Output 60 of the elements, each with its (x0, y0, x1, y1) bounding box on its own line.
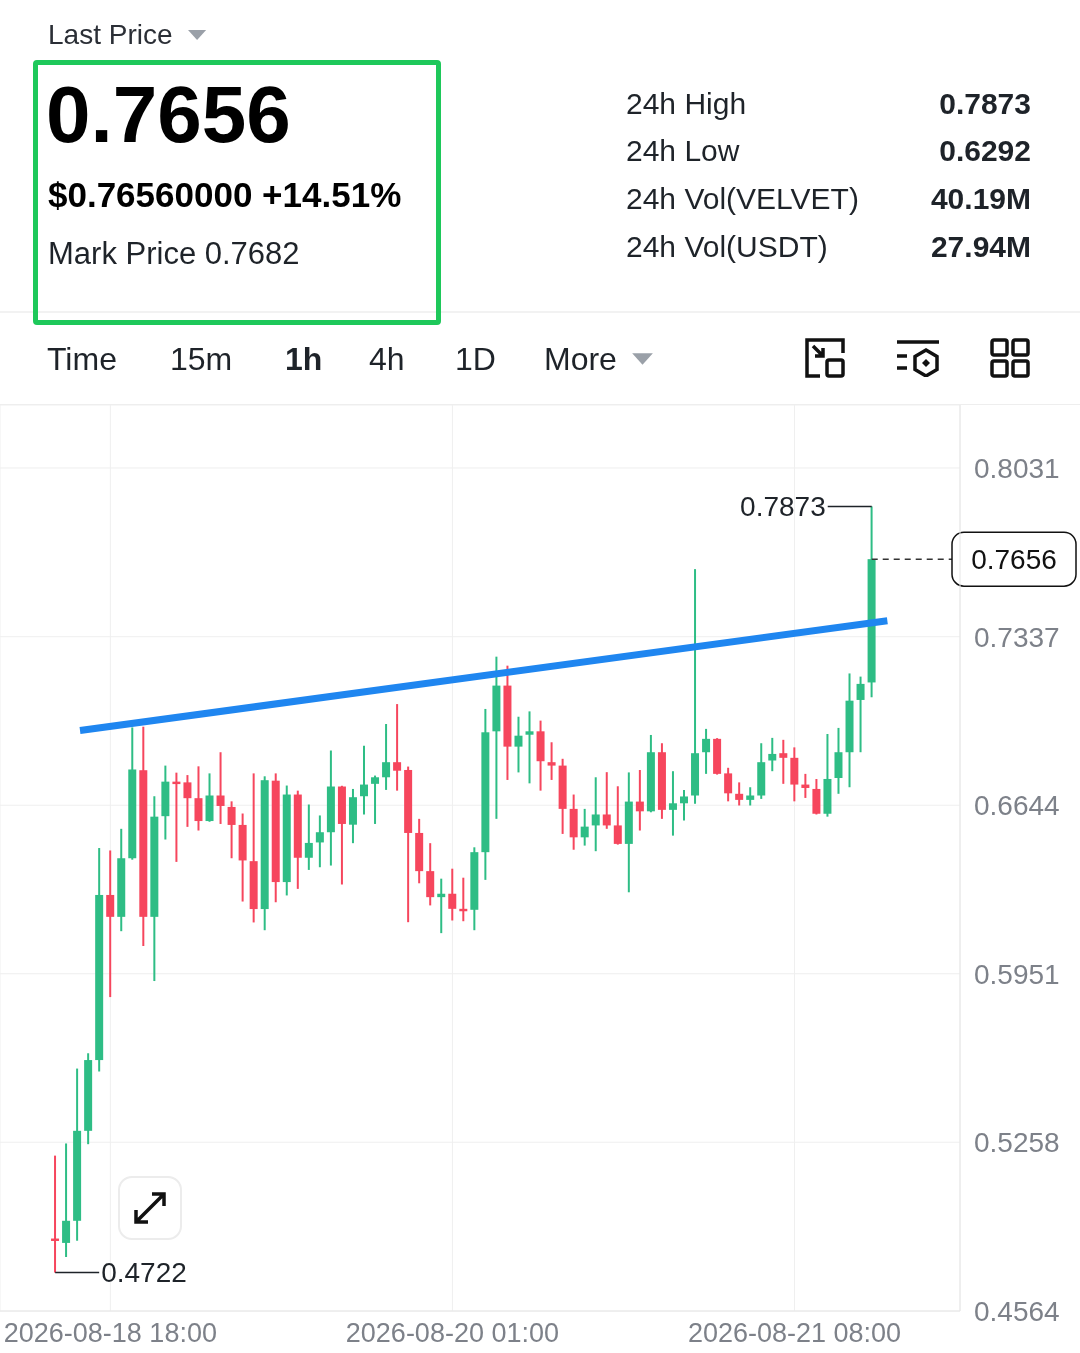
candlestick (194, 765, 203, 832)
candlestick (680, 788, 688, 822)
candlestick (304, 803, 313, 871)
text: 0.7656 (46, 70, 291, 159)
text: 15m (170, 341, 233, 377)
candlestick (591, 776, 600, 853)
y-tick-label: 0.5258 (974, 1127, 1060, 1159)
candlestick (702, 727, 711, 775)
candlestick (393, 703, 402, 792)
candlestick (635, 768, 644, 832)
text: 24h High (626, 87, 747, 120)
text: 0.7873 (939, 87, 1031, 120)
candlestick (724, 766, 733, 803)
candlestick (547, 741, 556, 781)
x-tick-label: 2026-08-21 08:00 (687, 1318, 902, 1349)
annotation: 0.4722 (101, 1257, 187, 1289)
candlestick (525, 710, 534, 785)
text: 24h Vol(USDT) (626, 230, 828, 263)
text: $0.76560000 +14.51% (48, 175, 402, 214)
text: 24h Low (626, 134, 740, 167)
text: 27.94M (930, 230, 1031, 263)
annotation: 0.7873 (740, 491, 826, 523)
x-tick-label: 2026-08-20 01:00 (345, 1318, 560, 1349)
candlestick (315, 814, 324, 869)
text: Mark Price 0.7682 (48, 236, 300, 271)
candlestick (382, 723, 391, 791)
candlestick (216, 751, 225, 825)
candlestick (448, 867, 457, 922)
candlestick (779, 738, 788, 785)
candlestick (227, 800, 236, 860)
text: 1D (455, 341, 496, 377)
text: Time (47, 341, 117, 377)
x-tick-label: 2026-08-18 18:00 (3, 1318, 217, 1349)
text: More (544, 341, 617, 377)
candlestick (735, 781, 744, 807)
text: 0.6292 (939, 134, 1031, 167)
y-tick-label: 0.6644 (974, 790, 1060, 822)
text: Last Price (48, 19, 173, 50)
ref-line-label: 0.7656 (971, 543, 1057, 575)
candlestick (668, 770, 677, 837)
candlestick (768, 736, 777, 773)
y-tick-label: 0.4564 (974, 1295, 1060, 1327)
candlestick (62, 1142, 71, 1259)
candlestick (514, 715, 523, 774)
candlestick (360, 744, 368, 816)
y-tick-label: 0.5951 (974, 958, 1060, 990)
candlestick (106, 849, 115, 999)
candlestick (183, 774, 192, 828)
text: 1h (285, 341, 323, 377)
candlestick (371, 774, 380, 825)
text: 4h (369, 341, 405, 377)
candlestick (602, 771, 611, 830)
candlestick (613, 785, 622, 846)
text: 24h Vol(VELVET) (626, 182, 859, 215)
y-tick-label: 0.7337 (974, 621, 1060, 653)
candlestick (856, 675, 865, 754)
candlestick (580, 807, 589, 847)
y-tick-label: 0.8031 (974, 452, 1060, 484)
candlestick (746, 786, 755, 807)
text: 40.19M (930, 182, 1031, 215)
